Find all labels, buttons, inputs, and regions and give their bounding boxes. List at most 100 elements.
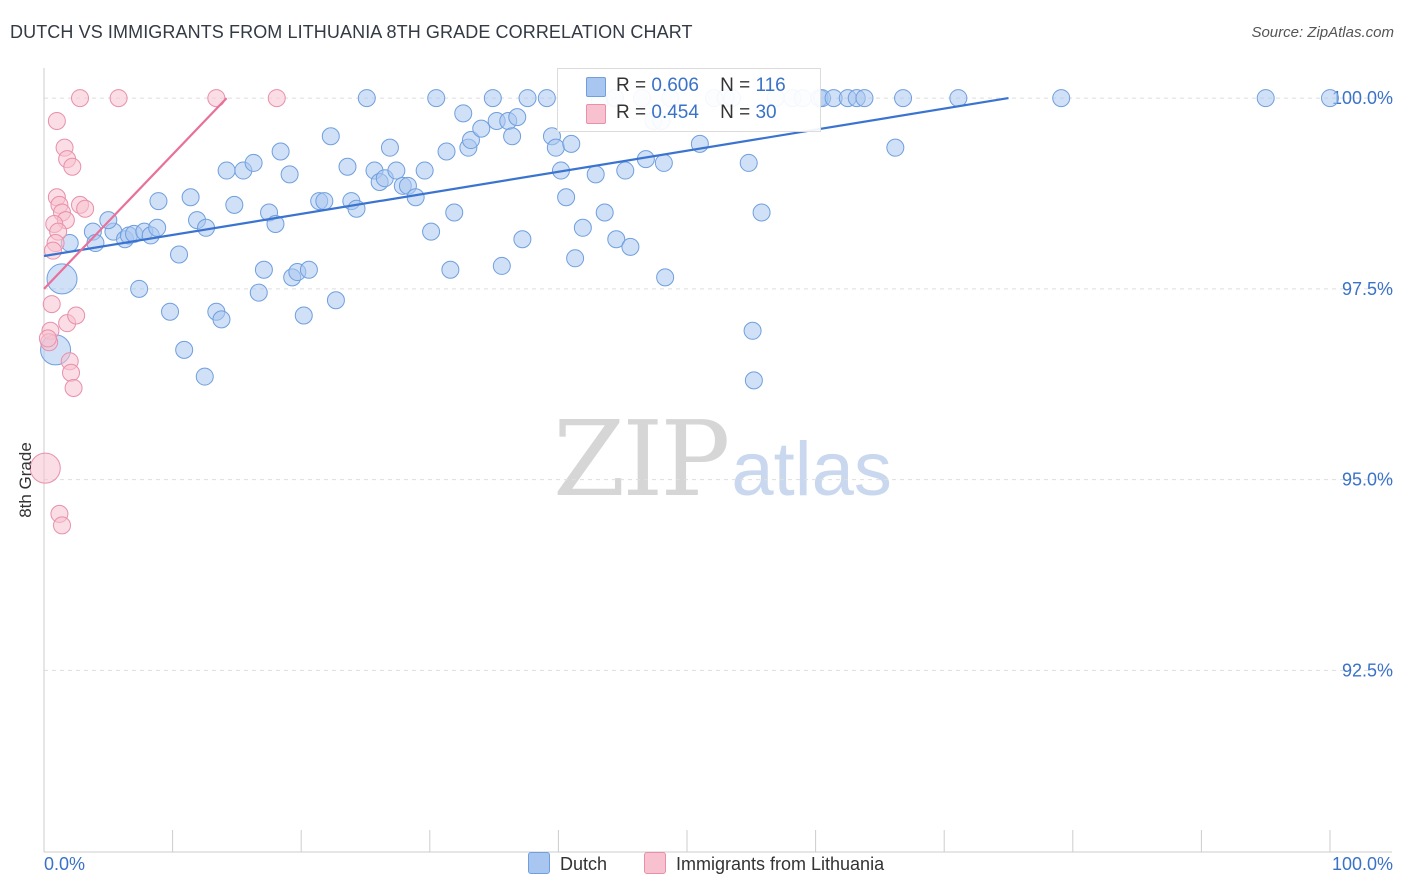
dutch-point xyxy=(212,310,231,329)
lithuania-point xyxy=(38,329,57,348)
dutch-point xyxy=(225,195,244,214)
dutch-point xyxy=(254,260,273,279)
watermark: ZIPatlas xyxy=(553,398,892,520)
stats-legend: R = 0.606 N = 116 R = 0.454 N = 30 xyxy=(557,68,821,132)
legend-dutch-label: Dutch xyxy=(560,854,608,874)
dutch-point xyxy=(454,104,473,123)
dutch-point xyxy=(1256,89,1275,108)
dutch-point xyxy=(357,89,376,108)
dutch-swatch xyxy=(586,77,606,97)
legend-item-dutch: Dutch xyxy=(528,852,607,875)
lithuania-point xyxy=(207,89,226,108)
y-axis-label: 8th Grade xyxy=(16,442,35,518)
lithuania-point xyxy=(62,363,81,382)
dutch-point xyxy=(321,127,340,146)
lithuania-point xyxy=(71,89,90,108)
dutch-point xyxy=(422,222,441,241)
dutch-point xyxy=(557,188,576,207)
dutch-point xyxy=(744,371,763,390)
dutch-point xyxy=(595,203,614,222)
dutch-point xyxy=(338,157,357,176)
x-tick-label: 100.0% xyxy=(1332,854,1393,874)
chart-title: DUTCH VS IMMIGRANTS FROM LITHUANIA 8TH G… xyxy=(10,22,693,42)
lithuania-point xyxy=(47,111,66,130)
dutch-point xyxy=(513,230,532,249)
dutch-point xyxy=(621,237,640,256)
dutch-trend-line xyxy=(43,96,1009,258)
dutch-point xyxy=(855,89,874,108)
lithuania-r-label: R = xyxy=(616,102,647,123)
dutch-point xyxy=(518,89,537,108)
dutch-point xyxy=(380,138,399,157)
dutch-point xyxy=(148,218,167,237)
dutch-r-value: 0.606 xyxy=(651,75,699,96)
dutch-point xyxy=(894,89,913,108)
dutch-point xyxy=(249,283,268,302)
dutch-point xyxy=(130,279,149,298)
dutch-point xyxy=(472,119,491,138)
dutch-point xyxy=(217,161,236,180)
dutch-point xyxy=(566,249,585,268)
dutch-point xyxy=(537,89,556,108)
dutch-point xyxy=(280,165,299,184)
lithuania-point xyxy=(42,295,61,314)
lithuania-point xyxy=(63,157,82,176)
dutch-r-label: R = xyxy=(616,75,647,96)
lithuania-point xyxy=(67,306,86,325)
lithuania-point xyxy=(109,89,128,108)
watermark-zip: ZIP xyxy=(553,398,730,520)
dutch-point xyxy=(299,260,318,279)
dutch-point xyxy=(573,218,592,237)
dutch-point xyxy=(170,245,189,264)
dutch-point xyxy=(149,192,168,211)
dutch-point xyxy=(503,127,522,146)
dutch-point xyxy=(195,367,214,386)
lithuania-n-value: 30 xyxy=(755,102,777,123)
dutch-point xyxy=(886,138,905,157)
dutch-point xyxy=(461,131,480,150)
x-tick-label: 0.0% xyxy=(44,854,85,874)
watermark-atlas: atlas xyxy=(731,427,892,512)
dutch-point xyxy=(616,161,635,180)
dutch-point xyxy=(244,153,263,172)
dutch-point xyxy=(546,138,565,157)
lithuania-swatch xyxy=(586,104,606,124)
dutch-point xyxy=(1321,89,1339,108)
dutch-point xyxy=(586,165,605,184)
legend-lithuania-swatch xyxy=(644,852,666,874)
lithuania-trend-line xyxy=(43,97,228,290)
source-credit: Source: ZipAtlas.com xyxy=(1251,24,1394,41)
dutch-point xyxy=(743,321,762,340)
dutch-point xyxy=(1052,89,1071,108)
dutch-point xyxy=(739,153,758,172)
dutch-point xyxy=(492,256,511,275)
y-tick-label: 97.5% xyxy=(1342,279,1393,299)
dutch-point xyxy=(445,203,464,222)
dutch-point xyxy=(161,302,180,321)
dutch-point xyxy=(656,268,675,287)
lithuania-point xyxy=(76,199,95,218)
legend-dutch-swatch xyxy=(528,852,550,874)
dutch-point xyxy=(483,89,502,108)
dutch-point xyxy=(607,230,626,249)
dutch-n-label: N = xyxy=(720,75,751,96)
dutch-point xyxy=(427,89,446,108)
dutch-point xyxy=(654,153,673,172)
dutch-point xyxy=(437,142,456,161)
lithuania-point xyxy=(64,379,83,398)
dutch-point xyxy=(46,263,78,295)
y-tick-label: 95.0% xyxy=(1342,470,1393,490)
dutch-point xyxy=(508,108,527,127)
lithuania-point xyxy=(267,89,286,108)
dutch-point xyxy=(315,192,334,211)
lithuania-point xyxy=(29,452,61,484)
dutch-point xyxy=(562,134,581,153)
y-tick-label: 92.5% xyxy=(1342,660,1393,680)
dutch-point xyxy=(294,306,313,325)
dutch-point xyxy=(387,161,406,180)
lithuania-r-value: 0.454 xyxy=(651,102,699,123)
dutch-point xyxy=(181,188,200,207)
legend-item-lithuania: Immigrants from Lithuania xyxy=(644,852,884,875)
dutch-point xyxy=(175,340,194,359)
